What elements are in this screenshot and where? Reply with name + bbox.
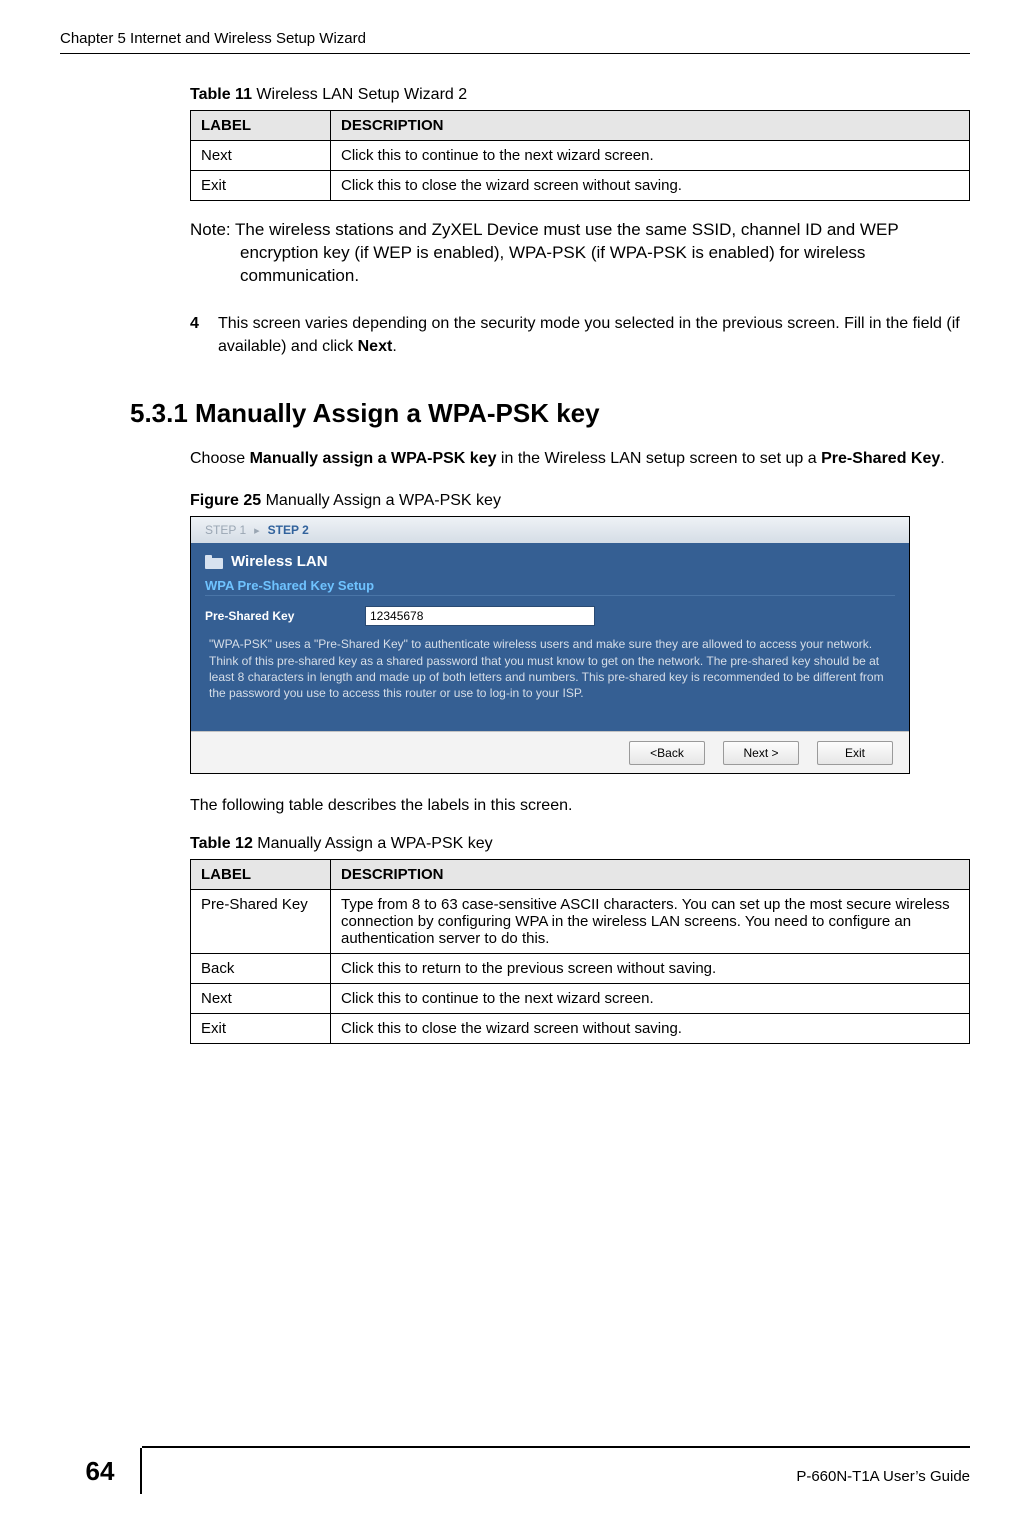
table12-r0-label: Pre-Shared Key (191, 890, 331, 954)
choose-pre: Choose (190, 450, 250, 467)
step-4-bold: Next (358, 338, 393, 355)
step-4-post: . (392, 338, 396, 355)
table-row: Exit Click this to close the wizard scre… (191, 1014, 970, 1044)
table12-header-label: LABEL (191, 860, 331, 890)
page-number: 64 (60, 1448, 142, 1494)
table-row: Back Click this to return to the previou… (191, 954, 970, 984)
table11-r1-desc: Click this to close the wizard screen wi… (331, 171, 970, 201)
table-row: Next Click this to continue to the next … (191, 141, 970, 171)
back-button[interactable]: <Back (629, 741, 705, 765)
wizard-step-bar: STEP 1 ▸ STEP 2 (191, 517, 909, 543)
running-header: Chapter 5 Internet and Wireless Setup Wi… (60, 30, 970, 47)
chevron-right-icon: ▸ (254, 524, 260, 537)
table12-r0-desc: Type from 8 to 63 case-sensitive ASCII c… (331, 890, 970, 954)
page-footer: 64 P-660N-T1A User’s Guide (60, 1446, 970, 1494)
preshared-key-input[interactable] (365, 606, 595, 626)
choose-paragraph: Choose Manually assign a WPA-PSK key in … (190, 447, 970, 470)
wizard-title: Wireless LAN (231, 553, 328, 570)
step-4: 4 This screen varies depending on the se… (190, 312, 970, 358)
wizard-button-bar: <Back Next > Exit (191, 731, 909, 773)
wizard-panel: Wireless LAN WPA Pre-Shared Key Setup Pr… (191, 543, 909, 731)
table-row: Pre-Shared Key Type from 8 to 63 case-se… (191, 890, 970, 954)
section-heading: 5.3.1 Manually Assign a WPA-PSK key (130, 398, 970, 429)
choose-b2: Pre-Shared Key (821, 450, 940, 467)
table11-header-desc: DESCRIPTION (331, 111, 970, 141)
wizard-help-text: "WPA-PSK" uses a "Pre-Shared Key" to aut… (205, 636, 895, 717)
next-button[interactable]: Next > (723, 741, 799, 765)
step-4-pre: This screen varies depending on the secu… (218, 315, 960, 355)
table11-header-label: LABEL (191, 111, 331, 141)
following-table-text: The following table describes the labels… (190, 794, 970, 817)
wizard-title-row: Wireless LAN (205, 543, 895, 578)
table11: LABEL DESCRIPTION Next Click this to con… (190, 110, 970, 201)
table12-caption-rest: Manually Assign a WPA-PSK key (253, 835, 493, 852)
choose-b1: Manually assign a WPA-PSK key (250, 450, 497, 467)
figure25-caption-rest: Manually Assign a WPA-PSK key (261, 492, 501, 509)
page-content: Table 11 Wireless LAN Setup Wizard 2 LAB… (190, 86, 970, 1044)
table12-r3-desc: Click this to close the wizard screen wi… (331, 1014, 970, 1044)
table11-r0-label: Next (191, 141, 331, 171)
figure25-caption: Figure 25 Manually Assign a WPA-PSK key (190, 492, 970, 510)
wizard-step2-label: STEP 2 (268, 523, 309, 537)
table12-r2-desc: Click this to continue to the next wizar… (331, 984, 970, 1014)
table11-r0-desc: Click this to continue to the next wizar… (331, 141, 970, 171)
step-4-number: 4 (190, 312, 218, 358)
table11-caption: Table 11 Wireless LAN Setup Wizard 2 (190, 86, 970, 104)
table11-r1-label: Exit (191, 171, 331, 201)
table12-r3-label: Exit (191, 1014, 331, 1044)
folder-icon (205, 555, 223, 569)
choose-mid: in the Wireless LAN setup screen to set … (496, 450, 821, 467)
table11-caption-rest: Wireless LAN Setup Wizard 2 (252, 86, 467, 103)
table12-caption: Table 12 Manually Assign a WPA-PSK key (190, 835, 970, 853)
table12-caption-bold: Table 12 (190, 835, 253, 852)
table12-r1-label: Back (191, 954, 331, 984)
wizard-section-title: WPA Pre-Shared Key Setup (205, 578, 895, 596)
figure25-caption-bold: Figure 25 (190, 492, 261, 509)
header-rule (60, 53, 970, 54)
footer-guide-title: P-660N-T1A User’s Guide (796, 1458, 970, 1485)
choose-post: . (940, 450, 944, 467)
table12: LABEL DESCRIPTION Pre-Shared Key Type fr… (190, 859, 970, 1044)
table-row: Exit Click this to close the wizard scre… (191, 171, 970, 201)
preshared-key-label: Pre-Shared Key (205, 609, 365, 623)
table11-caption-bold: Table 11 (190, 86, 252, 103)
note-text: Note: The wireless stations and ZyXEL De… (190, 219, 970, 288)
wizard-screenshot: STEP 1 ▸ STEP 2 Wireless LAN WPA Pre-Sha… (190, 516, 910, 774)
preshared-key-row: Pre-Shared Key (205, 606, 895, 626)
wizard-step1-label: STEP 1 (205, 523, 246, 537)
step-4-body: This screen varies depending on the secu… (218, 312, 970, 358)
table12-header-desc: DESCRIPTION (331, 860, 970, 890)
table12-r2-label: Next (191, 984, 331, 1014)
exit-button[interactable]: Exit (817, 741, 893, 765)
table-row: Next Click this to continue to the next … (191, 984, 970, 1014)
table12-r1-desc: Click this to return to the previous scr… (331, 954, 970, 984)
